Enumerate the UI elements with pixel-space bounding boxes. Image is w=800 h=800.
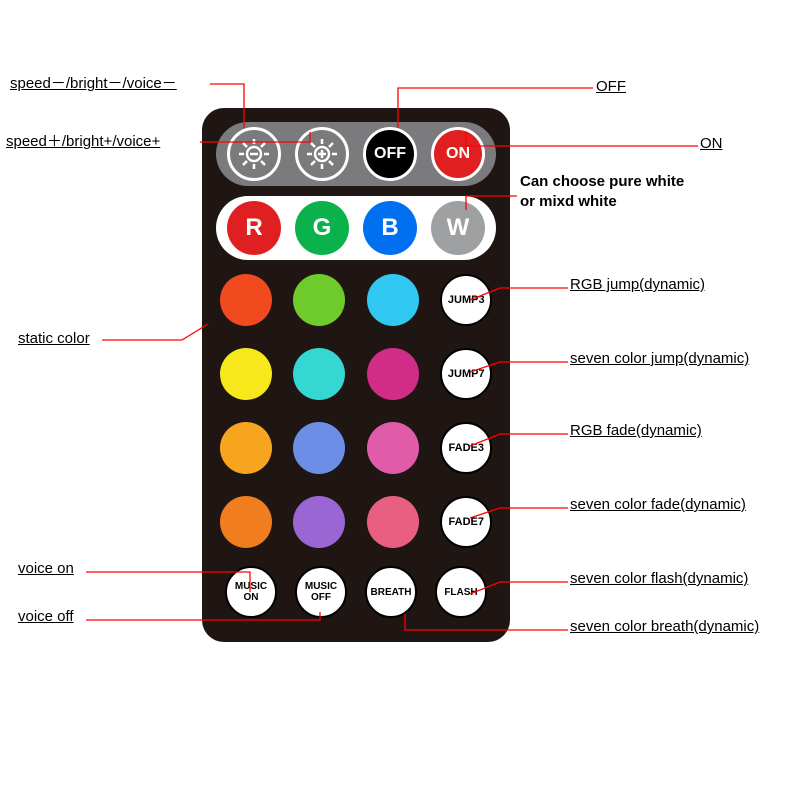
flash-button[interactable]: FLASH bbox=[435, 566, 487, 618]
remote-body: OFF ON R G B W JUMP3 JUMP7 FADE3 FADE7 M… bbox=[202, 108, 510, 642]
label-speed-minus: speed－/bright－/voice－ bbox=[10, 72, 177, 93]
fade7-button[interactable]: FADE7 bbox=[440, 496, 492, 548]
rgbw-panel: R G B W bbox=[216, 196, 496, 260]
color-swatch[interactable] bbox=[220, 274, 272, 326]
label-white-note: Can choose pure whiteor mixd white bbox=[520, 172, 760, 211]
color-swatch[interactable] bbox=[367, 274, 419, 326]
label-speed-plus: speed＋/bright+/voice+ bbox=[6, 130, 160, 151]
color-swatch[interactable] bbox=[220, 496, 272, 548]
color-swatch[interactable] bbox=[293, 496, 345, 548]
fade3-button[interactable]: FADE3 bbox=[440, 422, 492, 474]
color-swatch[interactable] bbox=[220, 422, 272, 474]
label-jump7: seven color jump(dynamic) bbox=[570, 350, 749, 367]
g-button[interactable]: G bbox=[295, 201, 349, 255]
color-swatch[interactable] bbox=[293, 348, 345, 400]
breath-button[interactable]: BREATH bbox=[365, 566, 417, 618]
music-off-button[interactable]: MUSICOFF bbox=[295, 566, 347, 618]
bright-plus-button[interactable] bbox=[295, 127, 349, 181]
music-on-button[interactable]: MUSICON bbox=[225, 566, 277, 618]
jump3-button[interactable]: JUMP3 bbox=[440, 274, 492, 326]
b-button[interactable]: B bbox=[363, 201, 417, 255]
w-button[interactable]: W bbox=[431, 201, 485, 255]
jump7-button[interactable]: JUMP7 bbox=[440, 348, 492, 400]
label-static-color: static color bbox=[18, 330, 90, 347]
label-fade3: RGB fade(dynamic) bbox=[570, 422, 702, 439]
label-breath: seven color breath(dynamic) bbox=[570, 618, 759, 635]
color-swatch[interactable] bbox=[367, 348, 419, 400]
label-fade7: seven color fade(dynamic) bbox=[570, 496, 746, 513]
color-swatch[interactable] bbox=[220, 348, 272, 400]
on-button[interactable]: ON bbox=[431, 127, 485, 181]
off-button[interactable]: OFF bbox=[363, 127, 417, 181]
label-off: OFF bbox=[596, 78, 626, 95]
bright-minus-button[interactable] bbox=[227, 127, 281, 181]
bottom-row: MUSICON MUSICOFF BREATH FLASH bbox=[216, 566, 496, 618]
color-swatch[interactable] bbox=[293, 274, 345, 326]
label-voice-on: voice on bbox=[18, 560, 74, 577]
label-flash: seven color flash(dynamic) bbox=[570, 570, 748, 587]
color-swatch[interactable] bbox=[293, 422, 345, 474]
label-jump3: RGB jump(dynamic) bbox=[570, 276, 705, 293]
top-panel: OFF ON bbox=[216, 122, 496, 186]
color-swatch[interactable] bbox=[367, 422, 419, 474]
r-button[interactable]: R bbox=[227, 201, 281, 255]
color-swatch[interactable] bbox=[367, 496, 419, 548]
color-grid: JUMP3 JUMP7 FADE3 FADE7 bbox=[216, 270, 496, 552]
label-voice-off: voice off bbox=[18, 608, 74, 625]
label-on: ON bbox=[700, 135, 723, 152]
